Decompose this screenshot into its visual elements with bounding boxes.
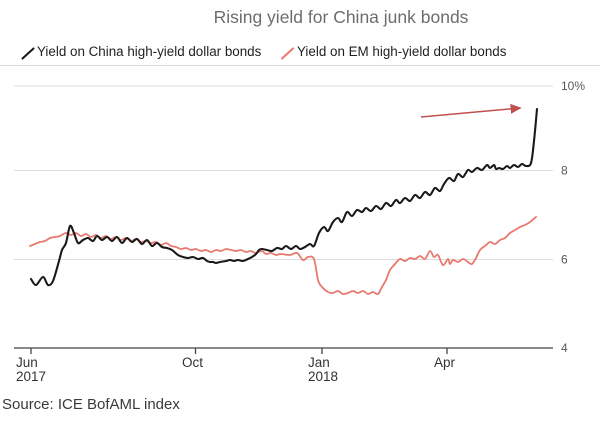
svg-text:6: 6 [561, 253, 568, 267]
svg-text:10%: 10% [561, 79, 585, 93]
svg-text:8: 8 [561, 164, 568, 178]
svg-text:4: 4 [561, 341, 568, 355]
